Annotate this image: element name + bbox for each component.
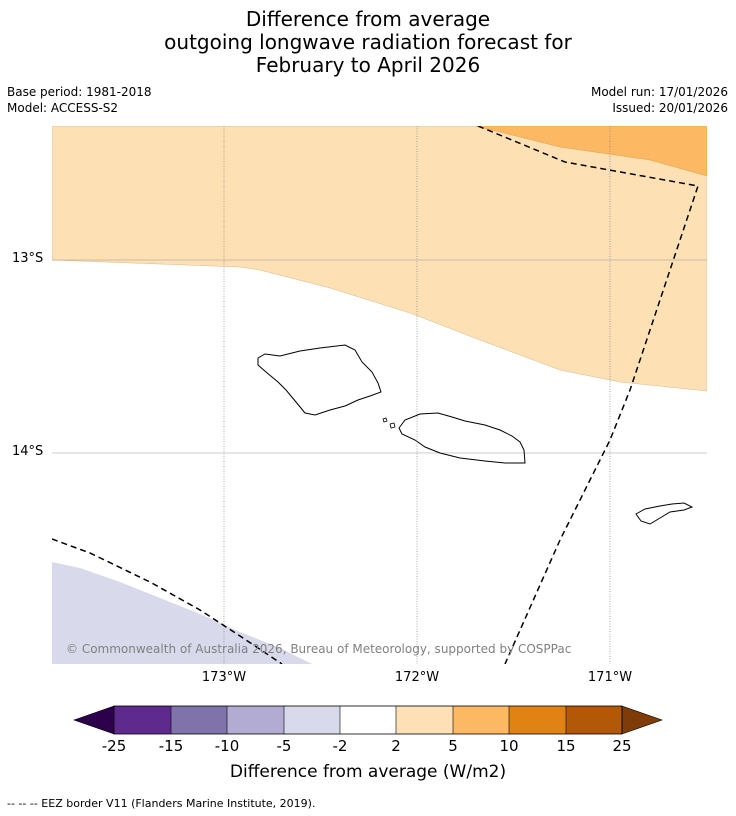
colorbar-label: Difference from average (W/m2) <box>229 762 507 782</box>
colorbar-tick: -2 <box>332 737 348 755</box>
colorbar-cell-2 <box>171 706 227 734</box>
lat-label-13s: 13°S <box>12 251 44 266</box>
colorbar-tick: -15 <box>158 737 184 755</box>
colorbar-cell-7 <box>453 706 509 734</box>
colorbar-tick: -25 <box>101 737 127 755</box>
colorbar-cell-9 <box>566 706 622 734</box>
colorbar-tick: 25 <box>612 737 632 755</box>
meta-left: Base period: 1981-2018 Model: ACCESS-S2 <box>7 84 152 116</box>
anomaly-region-neg5-to-neg2 <box>52 562 312 664</box>
copyright-notice: © Commonwealth of Australia 2026, Bureau… <box>66 642 572 656</box>
colorbar-cell-6 <box>396 706 453 734</box>
colorbar-tick: -10 <box>214 737 240 755</box>
lon-label-172w: 172°W <box>394 670 440 685</box>
title-line-3: February to April 2026 <box>255 53 481 77</box>
model-run: Model run: 17/01/2026 <box>590 85 728 99</box>
colorbar-extend-low <box>73 705 115 735</box>
colorbar-tick: 5 <box>448 737 458 755</box>
lat-label-14s: 14°S <box>12 444 44 459</box>
colorbar-tick: 10 <box>499 737 519 755</box>
title-line-2: outgoing longwave radiation forecast for <box>164 30 572 54</box>
chart-title: Difference from average outgoing longwav… <box>0 8 736 77</box>
colorbar-cell-8 <box>509 706 566 734</box>
anomaly-region-5-to-10 <box>474 126 707 177</box>
colorbar-tick: 15 <box>556 737 576 755</box>
colorbar-cell-1 <box>114 706 171 734</box>
lon-label-173w: 173°W <box>201 670 247 685</box>
anomaly-region-2-to-5 <box>52 126 707 392</box>
tutuila-island-outline <box>635 502 694 525</box>
issued-date: Issued: 20/01/2026 <box>612 101 728 115</box>
colorbar-frame <box>113 705 623 735</box>
manono-islet-outline <box>382 417 388 423</box>
eez-legend-note: -- -- -- EEZ border V11 (Flanders Marine… <box>7 797 316 810</box>
colorbar-extend-high <box>621 705 663 735</box>
colorbar <box>73 705 663 735</box>
title-line-1: Difference from average <box>245 7 491 31</box>
colorbar-cell-3 <box>227 706 284 734</box>
meta-right: Model run: 17/01/2026 Issued: 20/01/2026 <box>591 84 728 116</box>
eez-border-east <box>477 126 699 664</box>
colorbar-cell-4 <box>284 706 340 734</box>
upolu-island-outline <box>398 412 526 464</box>
eez-border-southwest <box>52 538 283 664</box>
savaii-island-outline <box>257 344 382 416</box>
colorbar-cell-5 <box>340 706 396 734</box>
colorbar-tick: -5 <box>276 737 292 755</box>
colorbar-tick: 2 <box>391 737 401 755</box>
apolima-islet-outline <box>389 422 396 429</box>
lon-label-171w: 171°W <box>587 670 633 685</box>
base-period: Base period: 1981-2018 <box>7 85 152 99</box>
model-name: Model: ACCESS-S2 <box>7 101 119 115</box>
